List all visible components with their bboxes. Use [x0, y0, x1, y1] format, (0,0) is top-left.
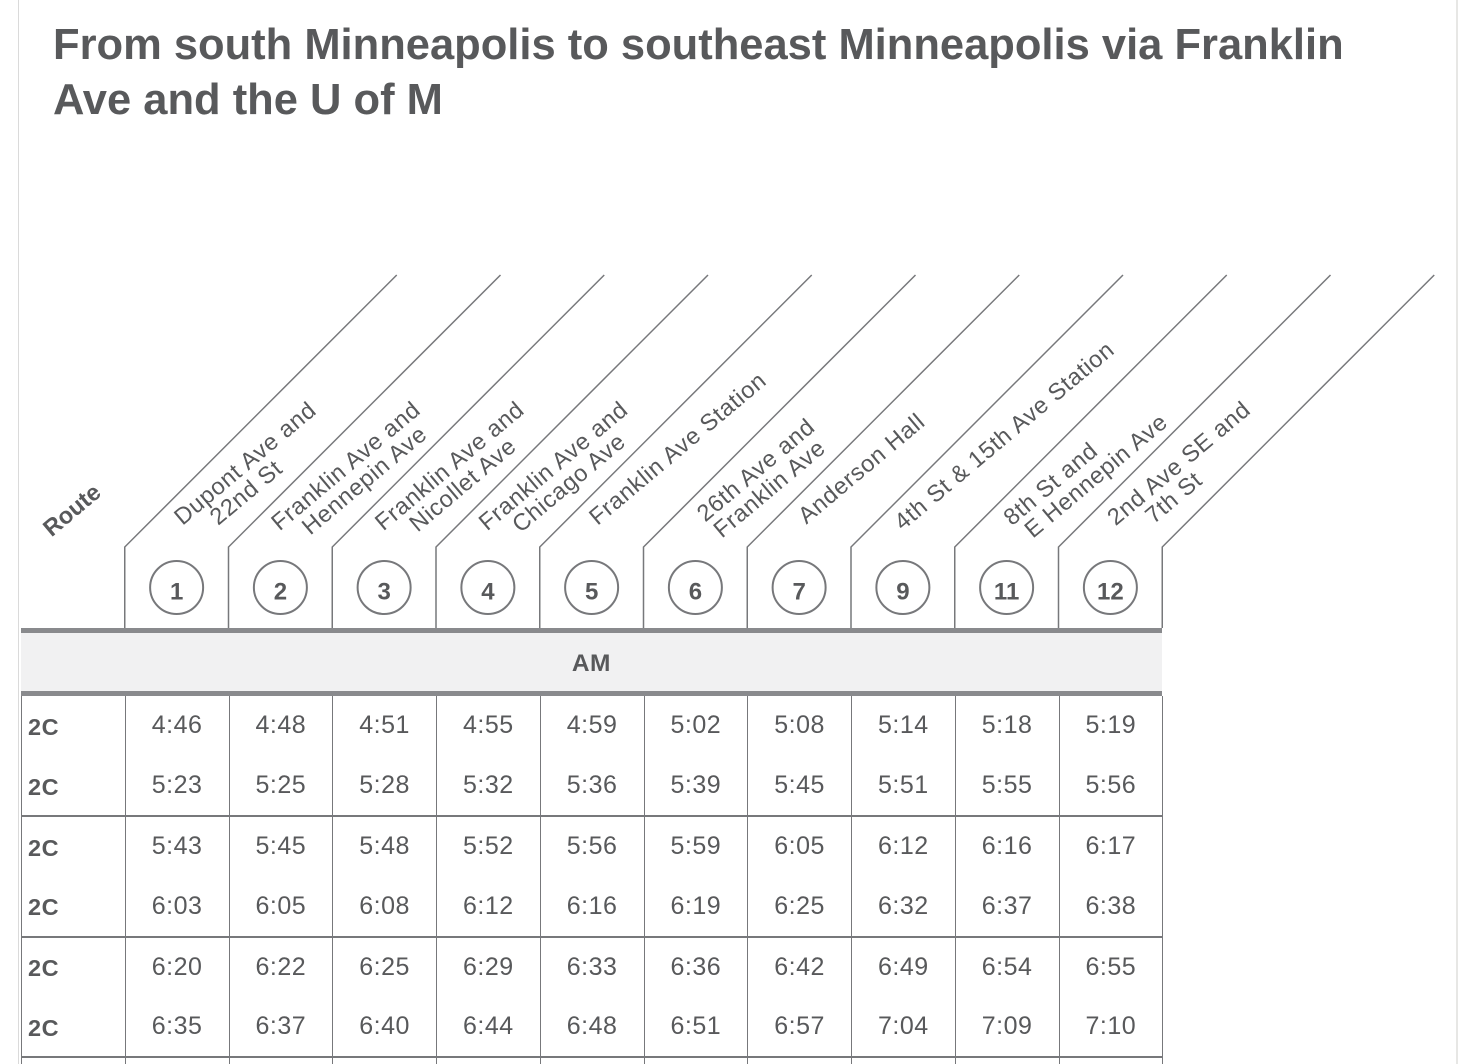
svg-text:Route: Route	[38, 479, 106, 542]
svg-text:11: 11	[994, 579, 1019, 606]
svg-text:2: 2	[274, 579, 287, 606]
svg-text:6: 6	[689, 579, 702, 606]
svg-text:7: 7	[792, 579, 805, 606]
svg-text:5: 5	[585, 579, 598, 606]
svg-text:3: 3	[377, 579, 390, 606]
svg-text:4: 4	[481, 579, 495, 606]
svg-text:12: 12	[1097, 579, 1124, 606]
svg-text:9: 9	[896, 579, 909, 606]
svg-text:1: 1	[170, 579, 183, 606]
